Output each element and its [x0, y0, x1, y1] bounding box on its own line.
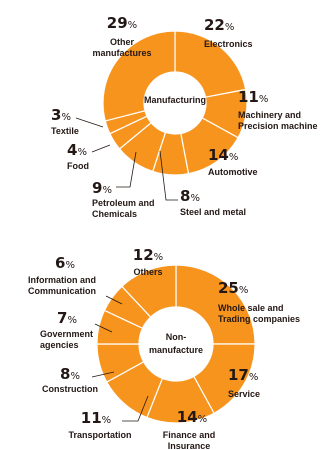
slice-label: Government	[40, 329, 93, 339]
slice-label: Whole sale and	[218, 303, 284, 313]
data-label: 8%	[60, 365, 80, 383]
slice-label: agencies	[40, 340, 79, 350]
data-label: 29%	[107, 14, 137, 32]
slice-label: Steel and metal	[180, 207, 246, 217]
slice-label: Insurance	[168, 441, 211, 450]
slice-label: Transportation	[68, 430, 131, 440]
slice-label: Electronics	[204, 39, 253, 49]
slice-label: Textile	[51, 126, 79, 136]
slice-label: Finance and	[163, 430, 216, 440]
donut-slice	[121, 264, 177, 318]
data-label: 3%	[51, 106, 71, 124]
donut-chart-1: Manufacturing 22% Electronics 11% Machinery …	[51, 14, 318, 219]
slice-label: Information and	[28, 275, 96, 285]
donut-slice	[102, 30, 176, 122]
donut-slice	[174, 30, 247, 98]
data-label: 17%	[228, 366, 258, 384]
data-label: 8%	[180, 187, 200, 205]
leader-line	[75, 117, 104, 128]
data-label: 4%	[67, 141, 87, 159]
slice-label: Trading companies	[218, 314, 300, 324]
center-label: Non-	[166, 332, 187, 342]
leader-line	[122, 395, 149, 422]
data-label: 14%	[177, 408, 207, 426]
donut-chart-2: Non-manufacture 25% Whole sale andTrading …	[28, 246, 300, 450]
data-label: 9%	[92, 179, 112, 197]
slice-label: Automotive	[208, 167, 258, 177]
leader-line	[105, 295, 123, 305]
center-label: manufacture	[149, 345, 203, 355]
slice-label: manufactures	[92, 48, 151, 58]
data-label: 25%	[218, 279, 248, 297]
slice-label: Machinery and	[238, 110, 301, 120]
center-label: Manufacturing	[144, 95, 206, 105]
leader-line	[91, 371, 115, 378]
data-label: 7%	[57, 309, 77, 327]
slice-label: Precision machine	[238, 121, 318, 131]
leader-line	[94, 323, 113, 333]
data-label: 11%	[238, 88, 268, 106]
slice-label: Other	[110, 37, 135, 47]
data-label: 14%	[208, 146, 238, 164]
data-label: 12%	[133, 246, 163, 264]
data-label: 22%	[204, 16, 234, 34]
slice-label: Communication	[28, 286, 96, 296]
slice-label: Service	[228, 389, 260, 399]
slice-label: Food	[67, 161, 89, 171]
data-label: 11%	[81, 409, 111, 427]
slice-label: Petroleum and	[92, 198, 155, 208]
data-label: 6%	[55, 254, 75, 272]
donut-slice	[175, 264, 256, 345]
leader-line	[116, 151, 137, 188]
slice-label: Chemicals	[92, 209, 137, 219]
leader-line	[91, 144, 111, 153]
slice-label: Others	[133, 267, 162, 277]
slice-label: Construction	[42, 384, 98, 394]
leader-line	[159, 150, 178, 201]
